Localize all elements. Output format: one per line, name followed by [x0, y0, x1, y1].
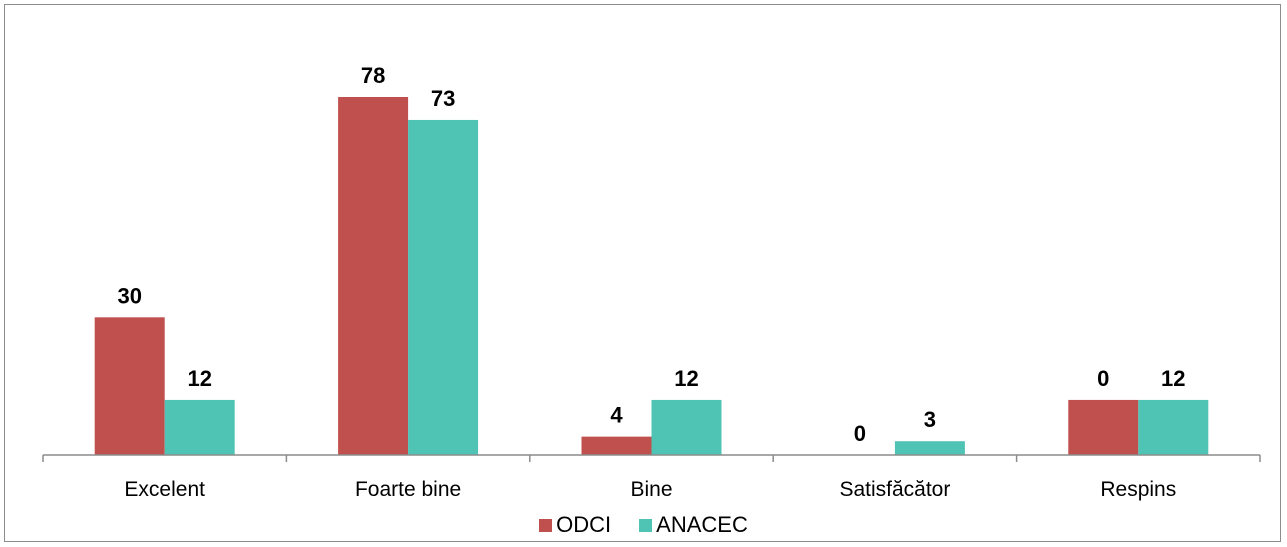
data-label-odci-1: 78 — [361, 63, 385, 88]
data-label-odci-4: 0 — [1097, 366, 1109, 391]
category-label-3: Satisfăcător — [839, 478, 950, 501]
legend-swatch-anacec — [639, 518, 653, 532]
data-label-anacec-3: 3 — [924, 407, 936, 432]
data-label-anacec-2: 12 — [674, 366, 698, 391]
bar-odci-1 — [338, 97, 409, 455]
category-label-4: Respins — [1100, 478, 1176, 501]
bar-anacec-3 — [894, 441, 965, 455]
data-label-anacec-0: 12 — [187, 366, 211, 391]
data-label-anacec-4: 12 — [1161, 366, 1185, 391]
bar-odci-0 — [94, 317, 165, 455]
data-label-odci-2: 4 — [610, 403, 623, 428]
legend-item-odci: ODCI — [539, 512, 611, 538]
legend: ODCI ANACEC — [0, 512, 1287, 538]
bar-anacec-1 — [408, 119, 479, 455]
bar-odci-2 — [581, 436, 652, 455]
bar-anacec-0 — [164, 399, 235, 455]
legend-item-anacec: ANACEC — [639, 512, 748, 538]
category-label-0: Excelent — [124, 478, 205, 501]
legend-swatch-odci — [539, 518, 553, 532]
bar-anacec-4 — [1138, 399, 1209, 455]
data-label-odci-0: 30 — [117, 283, 141, 308]
legend-label-anacec: ANACEC — [656, 512, 748, 537]
legend-label-odci: ODCI — [556, 512, 612, 537]
bar-anacec-2 — [651, 399, 722, 455]
category-label-1: Foarte bine — [355, 478, 461, 501]
category-label-2: Bine — [630, 478, 672, 501]
data-label-odci-3: 0 — [854, 421, 866, 446]
data-label-anacec-1: 73 — [431, 86, 455, 111]
bar-odci-4 — [1068, 399, 1139, 455]
